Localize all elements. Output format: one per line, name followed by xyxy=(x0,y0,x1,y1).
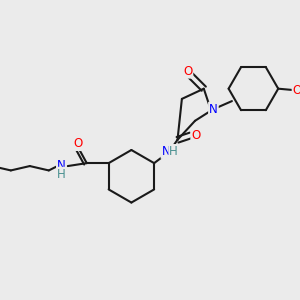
Text: N: N xyxy=(209,103,218,116)
Text: N: N xyxy=(161,145,170,158)
Text: O: O xyxy=(191,129,200,142)
Text: N: N xyxy=(57,159,66,172)
Text: H: H xyxy=(57,168,66,181)
Text: O: O xyxy=(183,65,192,78)
Text: O: O xyxy=(292,84,300,97)
Text: O: O xyxy=(74,137,82,150)
Text: H: H xyxy=(169,145,178,158)
